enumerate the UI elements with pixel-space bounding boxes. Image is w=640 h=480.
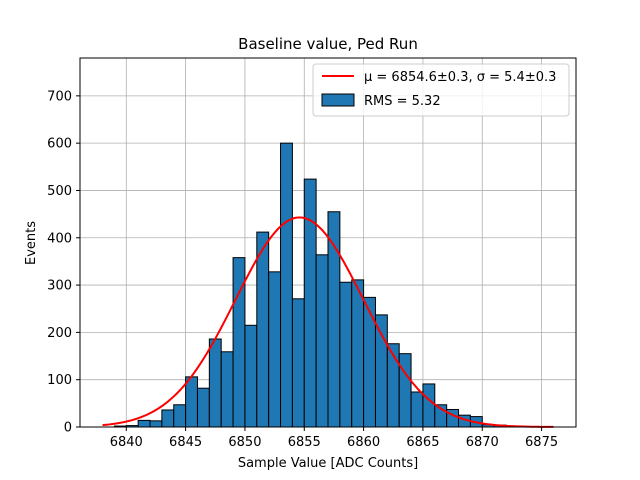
- y-tick-label: 600: [47, 137, 72, 152]
- histogram-bar: [208, 338, 222, 428]
- y-tick-label: 100: [47, 373, 72, 388]
- legend-rms-swatch: [321, 93, 355, 107]
- histogram-bar: [291, 298, 305, 428]
- histogram-bar: [196, 387, 210, 428]
- histogram-bar: [173, 404, 187, 428]
- gaussian-fit-curve: [102, 216, 554, 428]
- histogram-bar: [422, 383, 436, 428]
- histogram-bar: [303, 178, 317, 428]
- histogram-bar: [244, 324, 258, 428]
- histogram-bar: [185, 376, 198, 428]
- x-tick-label: 6865: [406, 435, 439, 450]
- y-axis-label: Events: [24, 221, 39, 265]
- y-tick-label: 200: [47, 326, 72, 341]
- x-tick-label: 6840: [110, 435, 143, 450]
- x-tick-label: 6845: [169, 435, 202, 450]
- x-tick-label: 6875: [525, 435, 558, 450]
- x-axis-ticks: 6840 6845 6850 6855 6860 6865 6870 6875: [110, 427, 558, 450]
- x-tick-label: 6860: [347, 435, 380, 450]
- chart-title: Baseline value, Ped Run: [238, 35, 418, 53]
- y-axis-ticks: 0 100 200 300 400 500 600 700: [47, 89, 80, 436]
- histogram-bar: [220, 351, 234, 428]
- legend: μ = 6854.6±0.3, σ = 5.4±0.3 RMS = 5.32: [312, 63, 570, 117]
- histogram-bar: [315, 254, 329, 428]
- histogram-bar: [137, 419, 151, 428]
- y-tick-label: 400: [47, 231, 72, 246]
- histogram-bar: [161, 409, 175, 428]
- histogram-bar: [268, 271, 282, 428]
- histogram-bar: [363, 296, 376, 428]
- y-tick-label: 500: [47, 184, 72, 199]
- histogram-bar: [280, 142, 293, 428]
- legend-rms-label: RMS = 5.32: [364, 94, 441, 109]
- legend-box: [312, 63, 570, 117]
- histogram-bar: [398, 353, 412, 428]
- histogram-bar: [374, 314, 388, 428]
- x-tick-label: 6855: [288, 435, 321, 450]
- histogram-bar: [149, 420, 163, 428]
- histogram-bar: [410, 391, 424, 428]
- x-tick-label: 6870: [466, 435, 499, 450]
- histogram-bar: [256, 231, 270, 428]
- histogram-bar: [351, 279, 365, 428]
- axes-frame: [79, 57, 577, 428]
- y-tick-label: 300: [47, 279, 72, 294]
- histogram-bar: [339, 281, 353, 428]
- x-tick-label: 6850: [228, 435, 261, 450]
- x-axis-label: Sample Value [ADC Counts]: [238, 456, 418, 471]
- y-tick-label: 700: [47, 89, 72, 104]
- y-tick-label: 0: [64, 421, 72, 436]
- legend-fit-label: μ = 6854.6±0.3, σ = 5.4±0.3: [364, 70, 556, 85]
